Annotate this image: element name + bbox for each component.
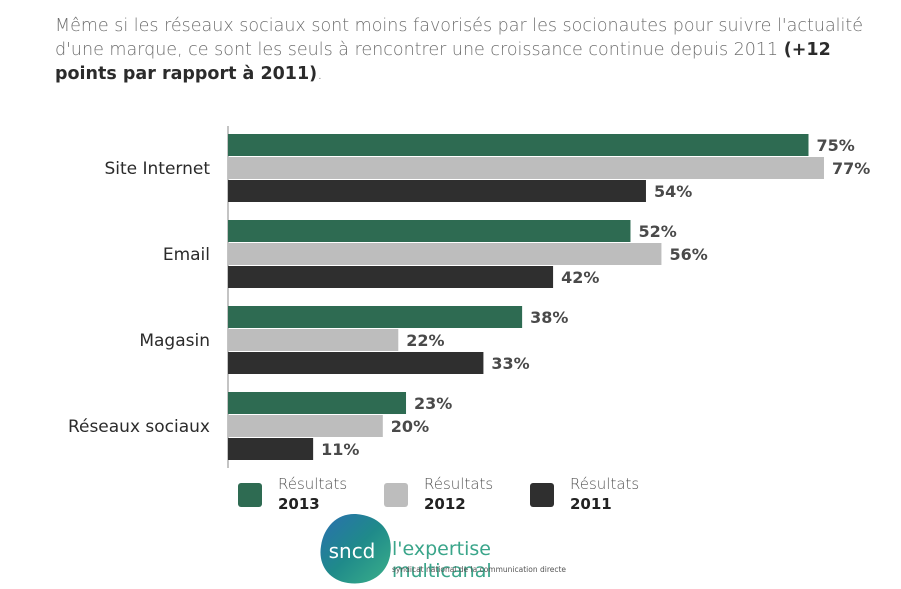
data-label: 33% xyxy=(491,354,529,373)
bar xyxy=(228,243,662,265)
data-label: 77% xyxy=(832,159,870,178)
legend-label: Résultats xyxy=(278,475,348,493)
data-label: 54% xyxy=(654,182,692,201)
data-label: 23% xyxy=(414,394,452,413)
data-label: 52% xyxy=(638,222,676,241)
bar xyxy=(228,134,809,156)
category-label: Email xyxy=(163,245,210,265)
category-label: Magasin xyxy=(139,331,210,351)
legend-year: 2012 xyxy=(424,495,466,513)
legend-text: Résultats 2013 xyxy=(278,474,347,514)
bar xyxy=(228,352,484,374)
intro-highlight: (+12 points par rapport à 2011) xyxy=(55,40,831,84)
bar xyxy=(228,415,383,437)
bar xyxy=(228,438,314,460)
legend-label: Résultats xyxy=(570,475,640,493)
bar xyxy=(228,392,407,414)
chart-intro-text: Même si les réseaux sociaux sont moins f… xyxy=(55,14,875,86)
data-label: 22% xyxy=(406,331,444,350)
category-label: Site Internet xyxy=(104,159,210,179)
category-label: Réseaux sociaux xyxy=(68,417,210,437)
data-label: 11% xyxy=(321,440,359,459)
data-label: 38% xyxy=(530,308,568,327)
legend-year: 2011 xyxy=(570,495,612,513)
legend-label: Résultats xyxy=(424,475,494,493)
legend-text: Résultats 2012 xyxy=(424,474,493,514)
legend-text: Résultats 2011 xyxy=(570,474,639,514)
bar xyxy=(228,220,631,242)
brand-tagline: l'expertise multicanal xyxy=(392,538,492,582)
legend-swatch xyxy=(530,483,554,507)
bar xyxy=(228,157,824,179)
bar xyxy=(228,329,399,351)
bar xyxy=(228,306,523,328)
bar xyxy=(228,180,646,202)
bar xyxy=(228,266,554,288)
data-label: 56% xyxy=(669,245,707,264)
legend-year: 2013 xyxy=(278,495,320,513)
bar-chart: Site Internet 75% 77% 54% Email 52% 56% 42% Maga… xyxy=(68,126,870,468)
data-label: 42% xyxy=(561,268,599,287)
brand-subtitle: syndicat national de la communication di… xyxy=(392,565,567,574)
logo-text: sncd xyxy=(329,539,376,563)
intro-text: Même si les réseaux sociaux sont moins f… xyxy=(55,16,864,60)
intro-end: . xyxy=(317,64,323,84)
brand-footer: sncd l'expertise multicanal syndicat nat… xyxy=(316,512,586,587)
data-label: 75% xyxy=(817,136,855,155)
data-label: 20% xyxy=(391,417,429,436)
legend-swatch xyxy=(384,483,408,507)
legend-swatch xyxy=(238,483,262,507)
chart-legend: Résultats 2013 Résultats 2012 Résultats 2011 xyxy=(238,474,758,518)
sncd-logo: sncd xyxy=(320,513,391,584)
